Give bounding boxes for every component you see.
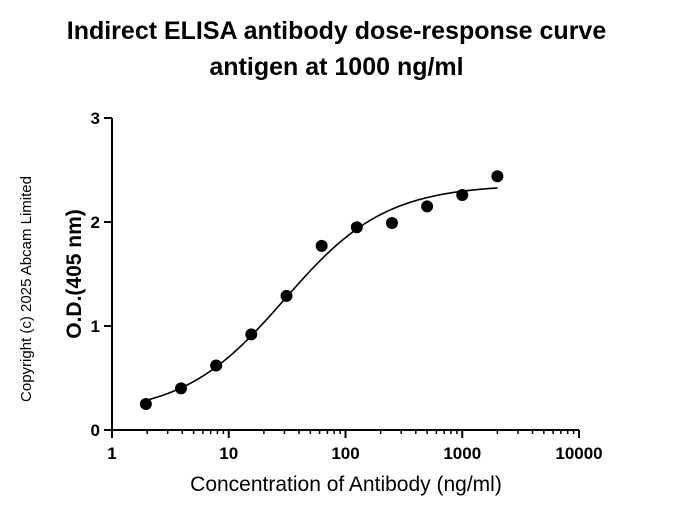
- y-tick-label: 1: [91, 317, 100, 336]
- data-point: [280, 289, 293, 302]
- data-point: [456, 188, 469, 201]
- data-point: [385, 217, 398, 230]
- x-tick-label: 100: [331, 444, 359, 463]
- data-point: [491, 170, 504, 183]
- data-point: [350, 221, 363, 234]
- x-axis-label: Concentration of Antibody (ng/ml): [190, 473, 502, 496]
- axes: [104, 117, 580, 438]
- y-axis-label: O.D.(405 nm): [63, 209, 86, 339]
- chart-title: Indirect ELISA antibody dose-response cu…: [66, 17, 607, 45]
- x-tick-label: 1000: [443, 444, 481, 463]
- data-point: [245, 328, 258, 341]
- fit-curve-layer: [146, 187, 498, 401]
- chart-subtitle: antigen at 1000 ng/ml: [209, 53, 464, 81]
- y-tick-label: 0: [91, 421, 100, 440]
- x-tick-label: 10000: [555, 444, 602, 463]
- copyright-text: Copyright (c) 2025 Abcam Limited: [18, 176, 35, 402]
- data-point: [315, 239, 328, 252]
- fit-curve: [146, 187, 498, 401]
- y-tick-label: 2: [91, 213, 100, 232]
- data-point: [210, 359, 223, 372]
- data-points-layer: [139, 170, 504, 410]
- x-tick-label: 10: [219, 444, 238, 463]
- y-tick-label: 3: [91, 109, 100, 128]
- data-point: [139, 398, 152, 410]
- x-tick-label: 1: [107, 444, 116, 463]
- data-point: [421, 200, 434, 213]
- data-point: [175, 382, 188, 395]
